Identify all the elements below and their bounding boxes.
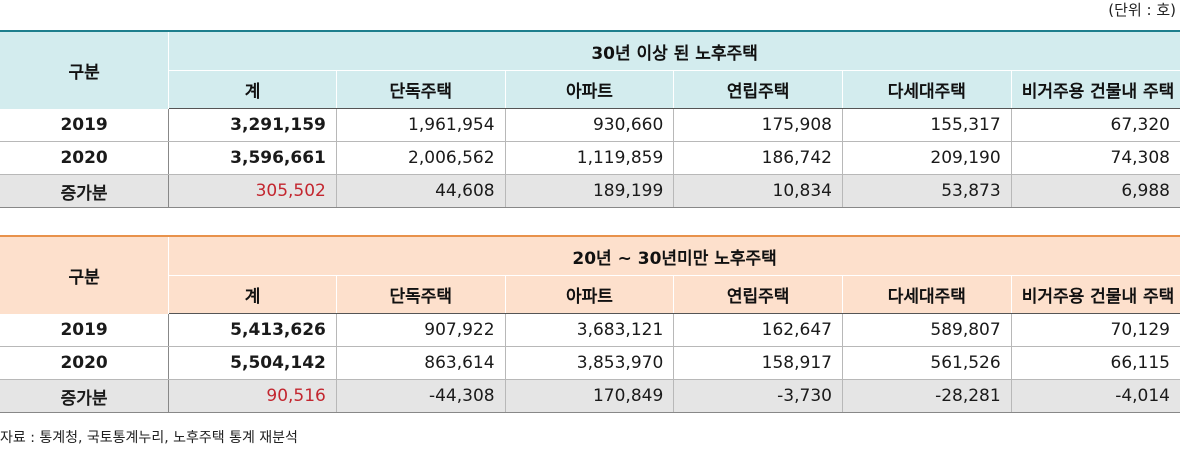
cell: 1,119,859 [505,141,675,175]
cell: 74,308 [1011,141,1180,175]
cell-total: 305,502 [168,174,337,208]
column-header-row-house: 연립주택 [673,275,843,314]
cell: 589,807 [842,313,1012,347]
cell-total: 3,291,159 [168,108,337,142]
cell: -28,281 [842,379,1012,413]
column-header-non-residential: 비거주용 건물내 주택 [1011,70,1180,109]
cell-total: 5,504,142 [168,346,337,380]
cell: 3,683,121 [505,313,675,347]
table-row-increase: 증가분 90,516 -44,308 170,849 -3,730 -28,28… [0,379,1180,413]
cell: 3,853,970 [505,346,675,380]
cell-total: 3,596,661 [168,141,337,175]
cell: 863,614 [336,346,506,380]
column-header-apartment: 아파트 [505,70,675,109]
cell: 170,849 [505,379,675,413]
cell: 209,190 [842,141,1012,175]
cell: 930,660 [505,108,675,142]
cell: 189,199 [505,174,675,208]
group-title: 30년 이상 된 노후주택 [168,30,1180,71]
column-header-detached: 단독주택 [336,70,506,109]
row-label: 2020 [0,141,170,175]
table-row: 2020 5,504,142 863,614 3,853,970 158,917… [0,346,1180,380]
cell: -44,308 [336,379,506,413]
table-row-increase: 증가분 305,502 44,608 189,199 10,834 53,873… [0,174,1180,208]
row-label: 2019 [0,313,170,347]
cell: 70,129 [1011,313,1180,347]
cell: 162,647 [673,313,843,347]
cell-total: 90,516 [168,379,337,413]
cell: 175,908 [673,108,843,142]
cell: 2,006,562 [336,141,506,175]
cell: 155,317 [842,108,1012,142]
table-row: 2019 3,291,159 1,961,954 930,660 175,908… [0,108,1180,142]
cell: -3,730 [673,379,843,413]
unit-label: (단위 : 호) [1108,1,1176,19]
column-header-row-house: 연립주택 [673,70,843,109]
cell: 44,608 [336,174,506,208]
old-housing-30yr-table: 구분 30년 이상 된 노후주택 계 단독주택 아파트 연립주택 다세대주택 비… [0,30,1180,208]
row-label: 증가분 [0,174,170,208]
cell: 10,834 [673,174,843,208]
group-title: 20년 ~ 30년미만 노후주택 [168,235,1180,276]
cell: 561,526 [842,346,1012,380]
cell: 6,988 [1011,174,1180,208]
cell: 1,961,954 [336,108,506,142]
column-header-multi-family: 다세대주택 [842,275,1012,314]
cell: -4,014 [1011,379,1180,413]
row-header: 구분 [0,235,170,314]
cell: 67,320 [1011,108,1180,142]
row-label: 증가분 [0,379,170,413]
cell: 907,922 [336,313,506,347]
column-header-multi-family: 다세대주택 [842,70,1012,109]
cell: 158,917 [673,346,843,380]
column-header-total: 계 [168,275,337,314]
column-header-total: 계 [168,70,337,109]
row-label: 2019 [0,108,170,142]
cell: 66,115 [1011,346,1180,380]
column-header-non-residential: 비거주용 건물내 주택 [1011,275,1180,314]
row-header: 구분 [0,30,170,109]
cell: 53,873 [842,174,1012,208]
column-header-apartment: 아파트 [505,275,675,314]
cell-total: 5,413,626 [168,313,337,347]
old-housing-20-30yr-table: 구분 20년 ~ 30년미만 노후주택 계 단독주택 아파트 연립주택 다세대주… [0,235,1180,413]
table-row: 2019 5,413,626 907,922 3,683,121 162,647… [0,313,1180,347]
cell: 186,742 [673,141,843,175]
source-note: 자료 : 통계청, 국토통계누리, 노후주택 통계 재분석 [0,430,298,446]
table-row: 2020 3,596,661 2,006,562 1,119,859 186,7… [0,141,1180,175]
row-label: 2020 [0,346,170,380]
column-header-detached: 단독주택 [336,275,506,314]
